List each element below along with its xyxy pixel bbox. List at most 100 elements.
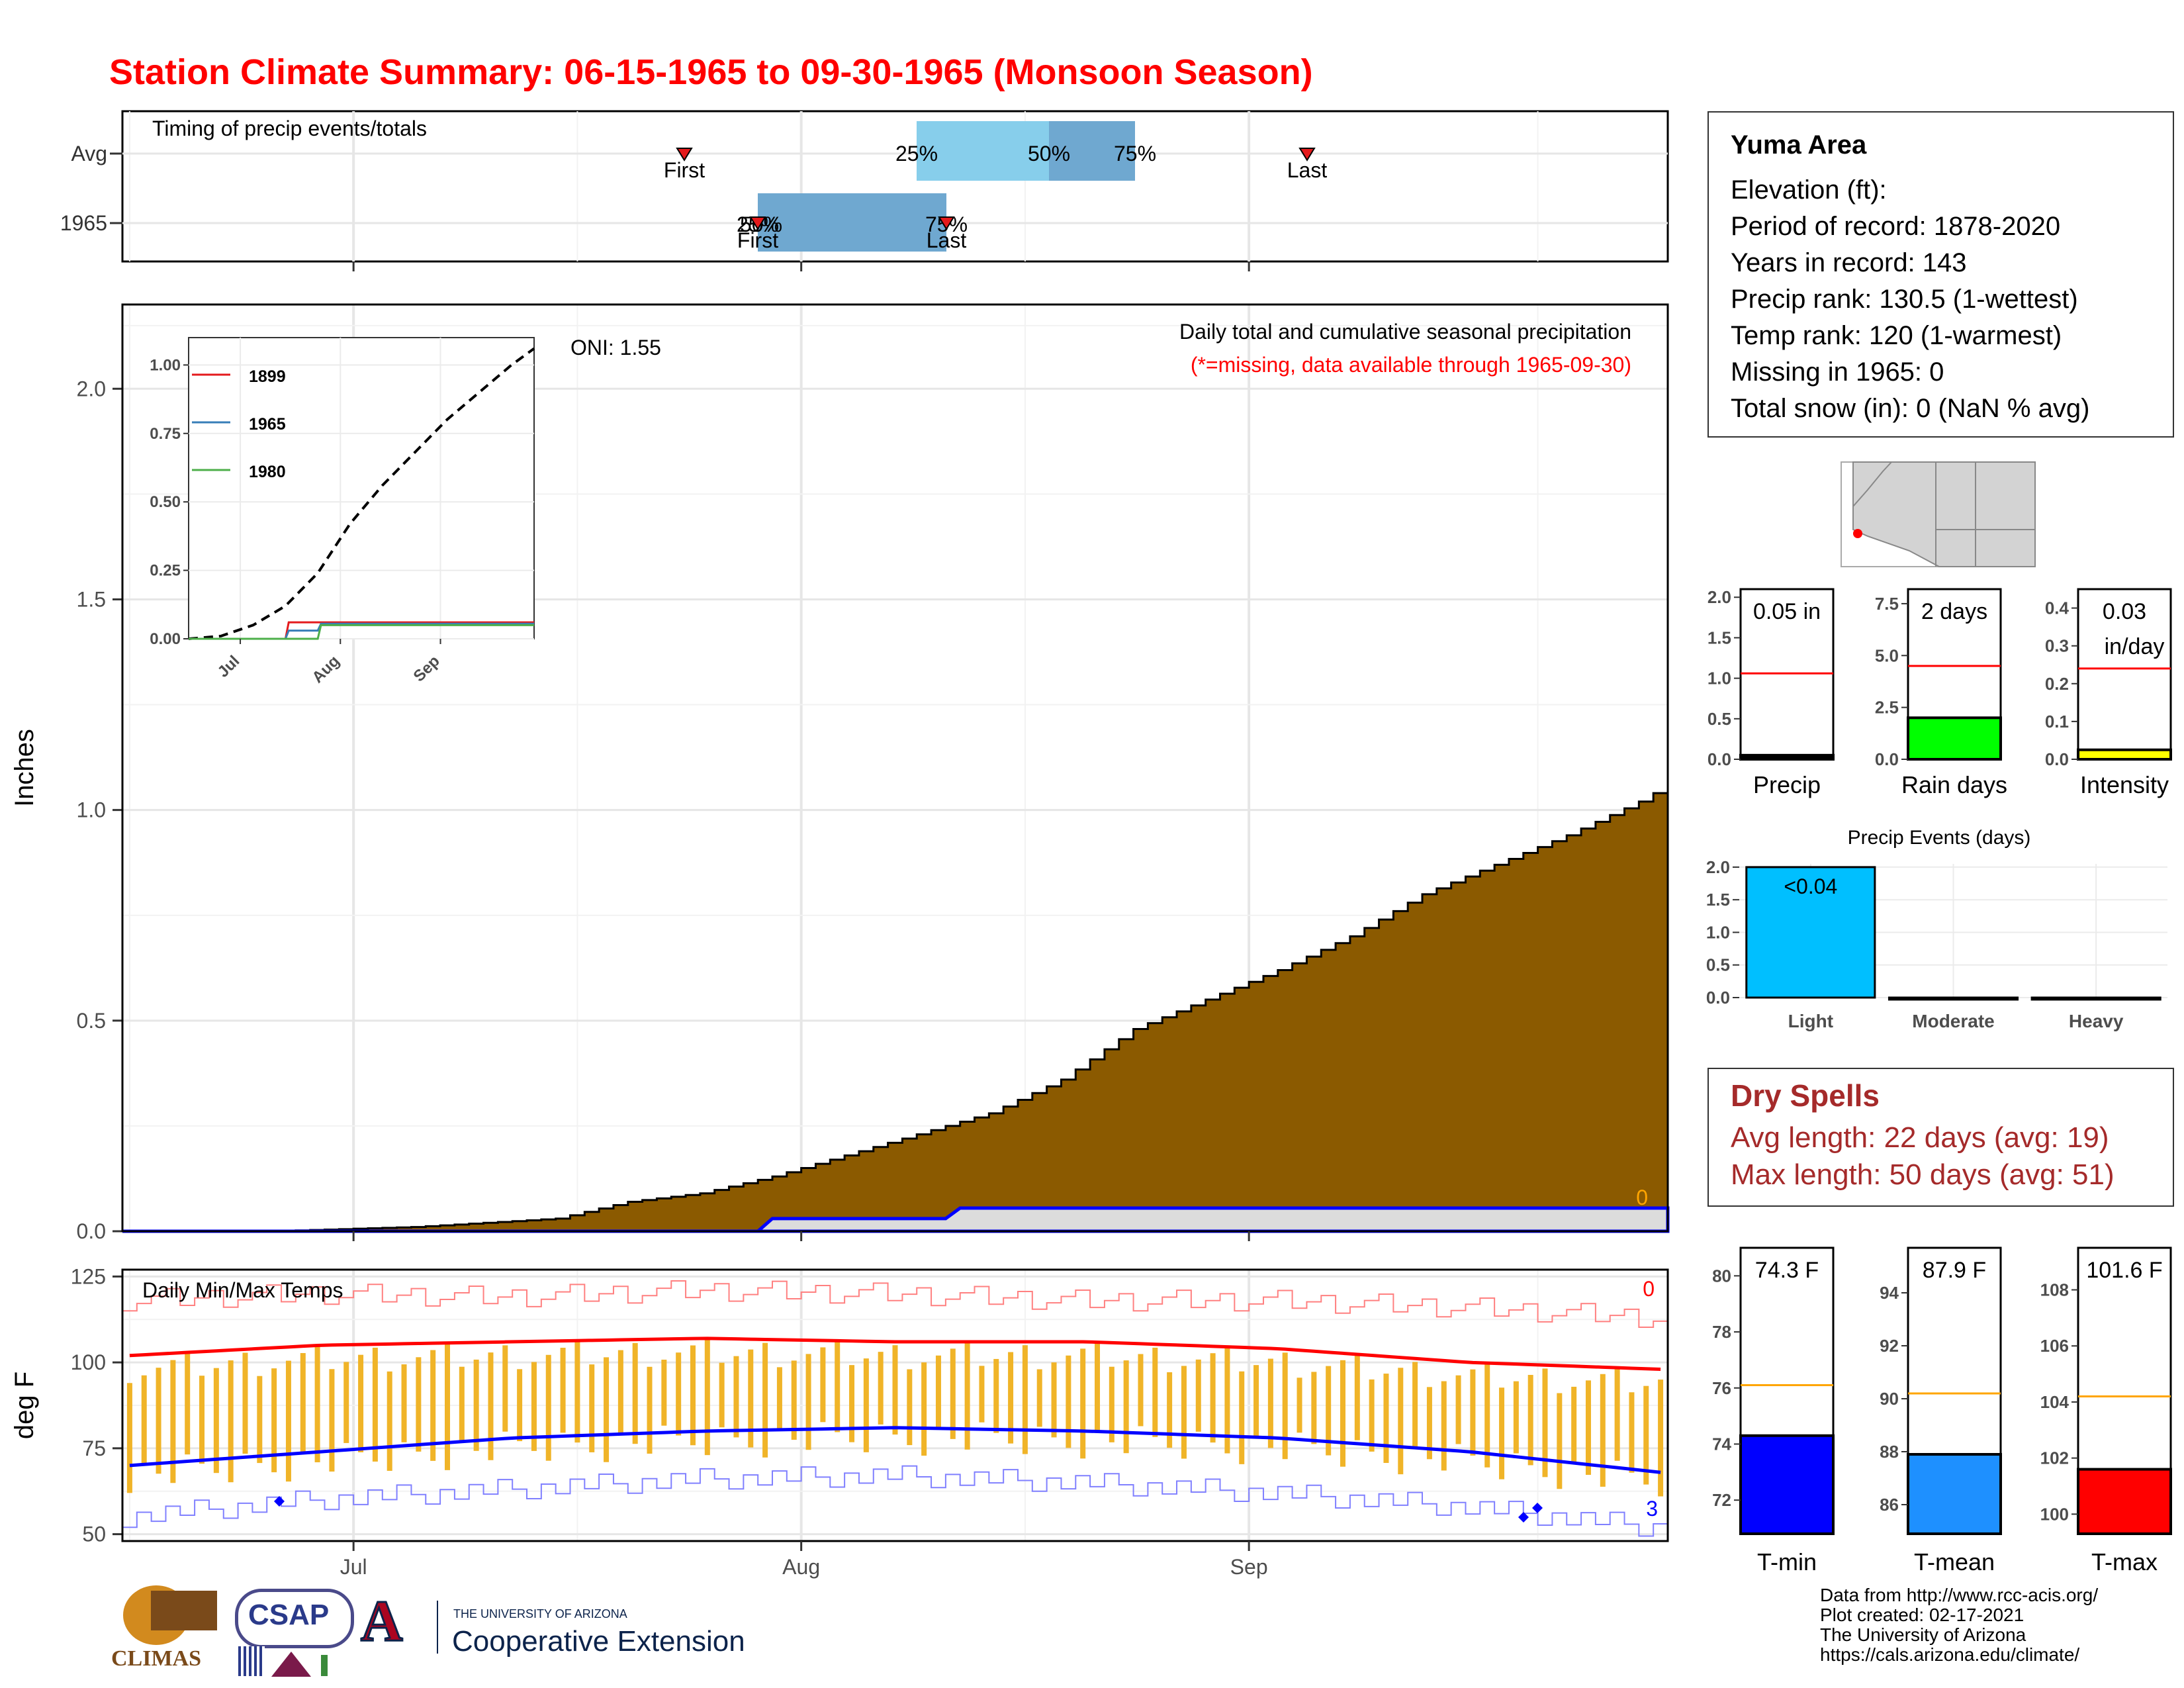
record-low-marker-3	[1532, 1503, 1543, 1513]
temp-daily-bar	[762, 1342, 768, 1458]
temp-daily-bar	[993, 1358, 999, 1433]
record-low-marker-2	[1518, 1512, 1529, 1523]
temp-daily-bar	[1123, 1360, 1129, 1454]
temp-daily-bar	[1600, 1374, 1606, 1487]
main-title1: Daily total and cumulative seasonal prec…	[1179, 320, 1631, 344]
avg-last-label: Last	[1287, 158, 1328, 182]
main-y-tick-label: 0.0	[77, 1219, 106, 1243]
main-y-tick-label: 0.5	[77, 1009, 106, 1033]
temp-daily-bar	[1095, 1342, 1101, 1432]
temp-daily-bar	[776, 1367, 782, 1430]
temp-daily-bar	[285, 1360, 291, 1482]
tmean-y-tick-label: 90	[1880, 1389, 1899, 1409]
normal-min-line	[129, 1426, 1661, 1474]
temp-daily-bar	[632, 1342, 638, 1444]
temp-daily-bar	[242, 1352, 248, 1454]
events-x-label: Light	[1788, 1011, 1833, 1031]
temp-daily-bar	[445, 1342, 451, 1470]
temp-daily-bar	[604, 1357, 610, 1462]
temp-daily-bar	[661, 1360, 667, 1426]
avg-iqr-light	[917, 121, 1049, 181]
ua-logo-glyph: A	[360, 1589, 404, 1654]
main-ylabel: Inches	[10, 729, 39, 807]
csap-logo: CSAP	[232, 1585, 354, 1678]
tmin-value-label: 74.3 F	[1755, 1258, 1819, 1283]
temp-daily-bar	[1470, 1369, 1476, 1456]
avg-iqr-dark	[1049, 121, 1135, 181]
temp-daily-bar	[849, 1365, 855, 1442]
temp-daily-bar	[459, 1366, 465, 1442]
rain-days-bar	[1907, 716, 2002, 761]
temp-daily-bar	[329, 1369, 335, 1472]
tmean-y-tick-label: 94	[1880, 1283, 1899, 1303]
temp-daily-bar	[1369, 1379, 1375, 1452]
rain-days-y-tick-label: 7.5	[1875, 594, 1899, 614]
temp-daily-bar	[1513, 1381, 1519, 1454]
credit-university: The University of Arizona	[1820, 1624, 2026, 1645]
temp-daily-bar	[1614, 1368, 1620, 1461]
x-tick-label: Jul	[340, 1555, 367, 1579]
temp-daily-bar	[1224, 1346, 1230, 1454]
temp-daily-bar	[1571, 1386, 1577, 1464]
temp-daily-bar	[314, 1345, 320, 1463]
temp-daily-bar	[733, 1356, 739, 1438]
temp-daily-bar	[517, 1369, 523, 1442]
intensity-y-tick-label: 0.2	[2045, 674, 2069, 694]
temp-daily-bar	[719, 1362, 725, 1428]
events-y-tick-label: 2.0	[1706, 857, 1730, 877]
ua-name-big: Cooperative Extension	[452, 1625, 745, 1658]
ua-name-small: THE UNIVERSITY OF ARIZONA	[453, 1607, 627, 1620]
temp-daily-bar	[1354, 1354, 1360, 1440]
tmin-bar	[1739, 1434, 1835, 1535]
temp-daily-bar	[1398, 1368, 1404, 1475]
inset-series-1980	[189, 624, 534, 640]
temp-daily-bar	[921, 1362, 927, 1456]
station-name: Yuma Area	[1731, 130, 1867, 160]
main-y-tick-label: 1.0	[77, 798, 106, 822]
temp-daily-bar	[1239, 1371, 1245, 1464]
temp-daily-bar	[1267, 1358, 1273, 1448]
temp-daily-bar	[1167, 1372, 1173, 1448]
temp-daily-bar	[531, 1362, 537, 1451]
temp-daily-bar	[820, 1347, 826, 1423]
csap-logo-text: CSAP	[248, 1599, 330, 1631]
temp-ylabel: deg F	[10, 1372, 39, 1439]
rain-days-caption: Rain days	[1901, 771, 2007, 798]
x-axis: Jul Aug Sep	[340, 1231, 1268, 1579]
temp-daily-bar	[589, 1364, 595, 1452]
inset-y-tick-label: 1.00	[150, 356, 181, 374]
temp-daily-bar	[502, 1345, 508, 1432]
temp-label: Daily Min/Max Temps	[142, 1278, 343, 1302]
temp-daily-bar	[1455, 1375, 1461, 1444]
temp-max-missing: 0	[1643, 1277, 1655, 1301]
temp-daily-bar	[1426, 1387, 1432, 1460]
tmax-y-tick-label: 106	[2040, 1336, 2069, 1356]
events-title: Precip Events (days)	[1848, 827, 2031, 849]
temp-daily-bar	[387, 1371, 392, 1471]
temp-daily-bar	[416, 1357, 422, 1452]
climas-logo-text: CLIMAS	[111, 1646, 202, 1671]
tmin-y-tick-label: 76	[1712, 1378, 1731, 1398]
main-title2: (*=missing, data available through 1965-…	[1191, 353, 1631, 377]
avg-first-label: First	[664, 158, 705, 182]
inset-legend-1980: 1980	[249, 463, 286, 481]
intensity-y-tick-label: 0.4	[2045, 598, 2070, 618]
inset-legend-1899: 1899	[249, 367, 286, 386]
tmean-caption: T-mean	[1914, 1548, 1995, 1575]
rain-days-y-tick-label: 2.5	[1875, 698, 1899, 718]
events-bar-heavy	[2030, 996, 2161, 1001]
credit-url: https://cals.arizona.edu/climate/	[1820, 1644, 2080, 1665]
dry-spells-box: Dry Spells Avg length: 22 days (avg: 19)…	[1707, 1068, 2174, 1207]
tmax-y-tick-label: 100	[2040, 1504, 2069, 1524]
station-period: Period of record: 1878-2020	[1731, 212, 2061, 241]
precip-y-tick-label: 1.5	[1707, 628, 1731, 647]
station-snow: Total snow (in): 0 (NaN % avg)	[1731, 394, 2090, 423]
temp-daily-bar	[271, 1368, 277, 1473]
temp-daily-bar	[950, 1348, 956, 1439]
location-map	[1841, 461, 2036, 567]
temp-daily-bar	[1484, 1363, 1490, 1468]
precip-y-tick-label: 0.5	[1707, 709, 1731, 729]
temp-daily-bar	[141, 1375, 147, 1465]
temp-daily-bar	[979, 1366, 985, 1423]
